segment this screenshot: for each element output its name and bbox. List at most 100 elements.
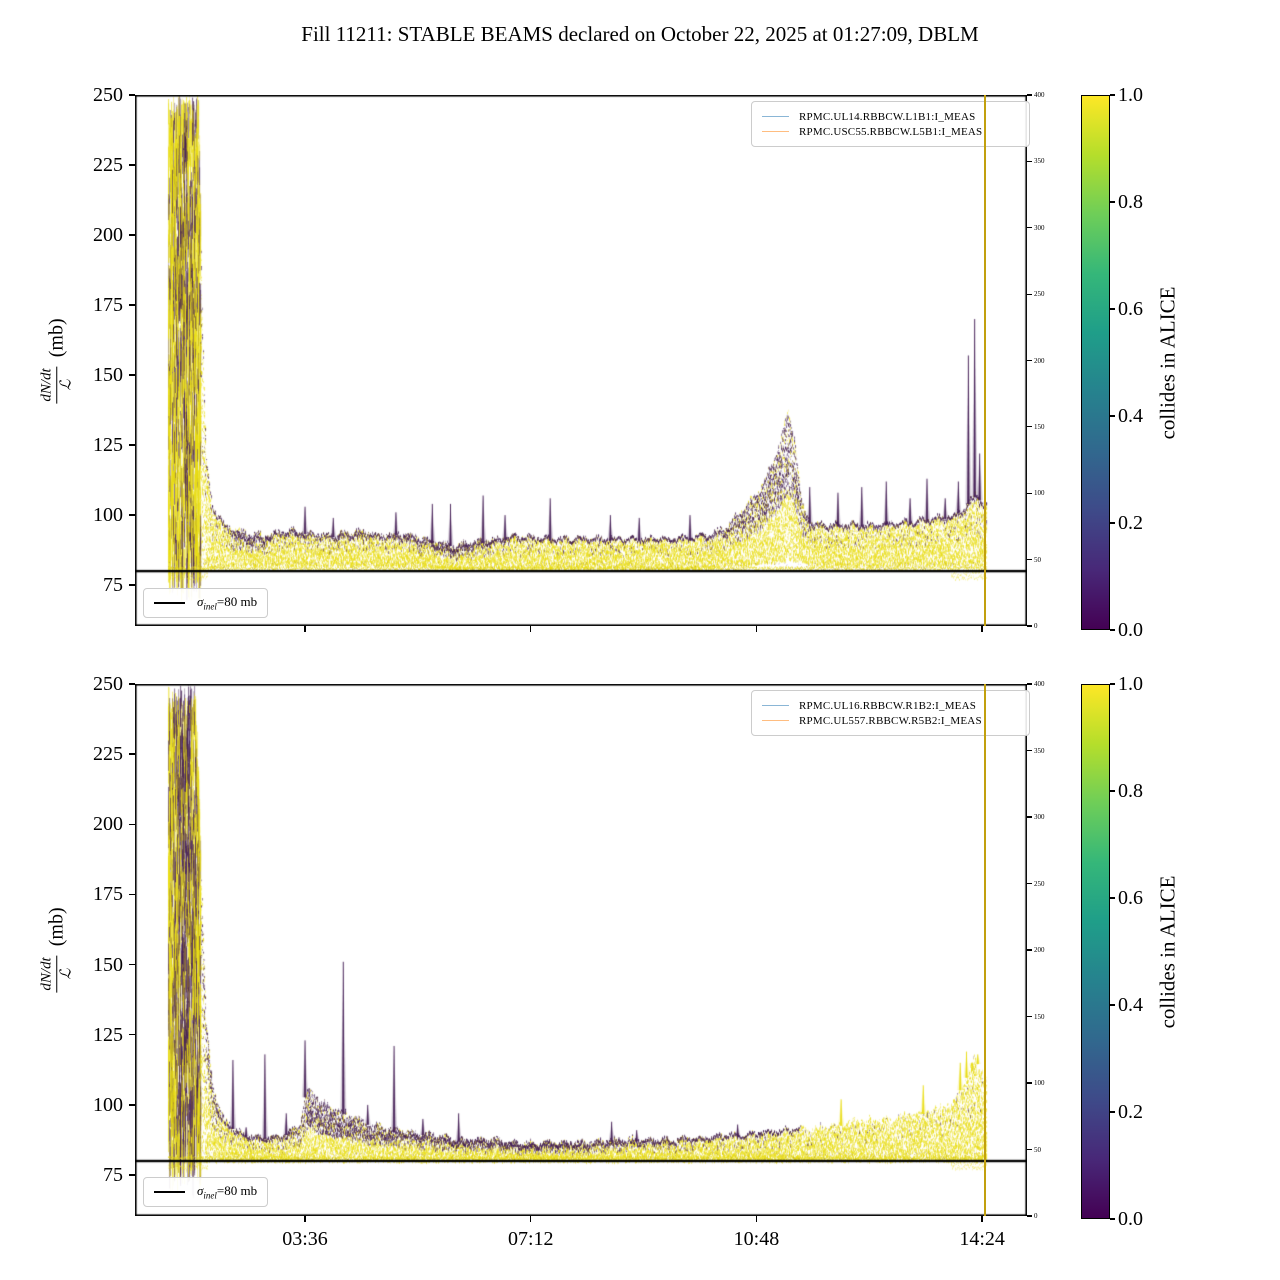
y-tick-label: 150 xyxy=(93,364,123,387)
y-tick-mark xyxy=(129,753,135,755)
y-tick-label: 100 xyxy=(93,504,123,527)
y-tick-label: 225 xyxy=(93,743,123,766)
right-axis-tick-label: 400 xyxy=(1034,680,1045,688)
sigma-line-swatch xyxy=(154,1190,185,1194)
right-axis-tick-label: 50 xyxy=(1034,555,1041,564)
y-tick-mark xyxy=(129,1174,135,1176)
colorbar-tick-label: 0.4 xyxy=(1118,405,1143,427)
right-axis-tick-label: 300 xyxy=(1034,223,1045,232)
colorbar-tick-label: 0.2 xyxy=(1118,1101,1143,1123)
y-axis-label: dN/dt ℒ (mb) xyxy=(38,907,75,993)
y-tick-label: 250 xyxy=(93,673,123,695)
colorbar-tick-mark xyxy=(1110,1004,1115,1006)
colorbar-beam1-loss-rate-over-luminosity xyxy=(1081,95,1110,630)
right-axis-tick-label: 250 xyxy=(1034,290,1045,299)
legend-label: RPMC.UL16.RBBCW.R1B2:I_MEAS xyxy=(799,699,977,712)
legend-label: RPMC.UL557.RBBCW.R5B2:I_MEAS xyxy=(799,714,982,727)
right-axis-tick-mark xyxy=(1027,749,1032,752)
right-axis-tick-mark xyxy=(1027,492,1032,494)
right-axis-tick-mark xyxy=(1027,1148,1032,1151)
y-tick-label: 125 xyxy=(93,434,123,457)
y-tick-mark xyxy=(129,444,135,446)
legend-item: RPMC.USC55.RBBCW.L5B1:I_MEAS xyxy=(762,126,1021,138)
colorbar-tick-mark xyxy=(1110,1111,1115,1113)
legend-line-swatch xyxy=(762,130,789,133)
sigma-legend-label: σinel=80 mb xyxy=(197,594,258,612)
y-tick-mark xyxy=(129,683,135,685)
x-tick-mark xyxy=(755,1216,758,1222)
x-tick-mark xyxy=(981,1216,983,1222)
y-tick-label: 225 xyxy=(93,154,123,177)
legend-line-swatch xyxy=(762,115,789,118)
colorbar-beam2-loss-rate-over-luminosity xyxy=(1081,684,1110,1219)
right-axis-tick-label: 150 xyxy=(1034,422,1045,431)
sigma-line-swatch xyxy=(154,601,185,605)
y-tick-mark xyxy=(129,164,135,166)
right-axis-tick-mark xyxy=(1027,816,1032,818)
right-axis-tick-mark xyxy=(1027,625,1032,627)
colorbar-tick-label: 0.2 xyxy=(1118,512,1143,534)
y-axis-label: dN/dt ℒ (mb) xyxy=(38,317,75,404)
x-tick-label: 03:36 xyxy=(282,1228,328,1250)
y-tick-label: 75 xyxy=(103,574,123,597)
x-tick-mark xyxy=(304,626,306,632)
colorbar-label: collides in ALICE xyxy=(1155,875,1180,1028)
colorbar-tick-mark xyxy=(1110,683,1115,685)
colorbar-tick-mark xyxy=(1110,415,1115,417)
right-axis-tick-mark xyxy=(1027,683,1032,685)
x-tick-label: 07:12 xyxy=(507,1228,554,1250)
colorbar-tick-mark xyxy=(1110,201,1115,203)
right-axis-tick-mark xyxy=(1027,559,1032,561)
right-axis-tick-mark xyxy=(1027,1082,1032,1084)
colorbar-tick-label: 0.0 xyxy=(1118,1208,1143,1230)
y-tick-label: 200 xyxy=(93,813,123,836)
x-tick-label: 10:48 xyxy=(733,1228,780,1250)
y-tick-label: 75 xyxy=(103,1164,123,1187)
axes-beam1-loss-rate-over-luminosity: RPMC.UL14.RBBCW.L1B1:I_MEAS RPMC.USC55.RB… xyxy=(135,95,1030,626)
right-axis-tick-label: 100 xyxy=(1034,489,1045,498)
right-axis-tick-label: 150 xyxy=(1034,1012,1045,1021)
x-tick-mark xyxy=(755,626,758,632)
y-tick-mark xyxy=(129,304,135,306)
y-tick-label: 175 xyxy=(93,883,123,906)
y-tick-mark xyxy=(129,94,135,96)
colorbar-tick-label: 1.0 xyxy=(1118,673,1143,695)
y-tick-label: 175 xyxy=(93,294,123,317)
y-tick-mark xyxy=(129,234,135,236)
colorbar-tick-mark xyxy=(1110,897,1115,899)
y-tick-label: 150 xyxy=(93,953,123,976)
right-axis-tick-label: 200 xyxy=(1034,356,1045,365)
right-axis-tick-label: 300 xyxy=(1034,813,1045,821)
sigma-legend-label: σinel=80 mb xyxy=(197,1183,258,1201)
y-tick-mark xyxy=(129,584,135,586)
right-axis-tick-label: 0 xyxy=(1034,622,1038,630)
legend-beam1-loss-rate-over-luminosity: RPMC.UL14.RBBCW.L1B1:I_MEAS RPMC.USC55.RB… xyxy=(751,101,1030,147)
y-tick-mark xyxy=(129,514,135,516)
colorbar-tick-label: 0.0 xyxy=(1118,619,1143,641)
right-axis-tick-mark xyxy=(1027,949,1032,951)
colorbar-tick-mark xyxy=(1110,629,1115,631)
legend-item: RPMC.UL16.RBBCW.R1B2:I_MEAS xyxy=(762,700,1021,712)
colorbar-tick-mark xyxy=(1110,790,1115,792)
y-tick-mark xyxy=(129,823,135,826)
right-axis-tick-label: 50 xyxy=(1034,1145,1041,1154)
right-axis-tick-label: 200 xyxy=(1034,946,1045,954)
legend-line-swatch xyxy=(762,704,789,707)
colorbar-tick-label: 0.8 xyxy=(1118,191,1143,213)
legend-item: RPMC.UL14.RBBCW.L1B1:I_MEAS xyxy=(762,111,1021,123)
right-axis-tick-label: 350 xyxy=(1034,746,1045,755)
sigma-legend: σinel=80 mb xyxy=(143,1177,269,1207)
sigma-legend: σinel=80 mb xyxy=(143,588,269,618)
y-tick-mark xyxy=(129,374,135,376)
y-tick-mark xyxy=(129,1104,135,1106)
x-tick-mark xyxy=(529,1216,532,1222)
end-of-fill-line xyxy=(984,95,987,626)
right-axis-tick-label: 0 xyxy=(1034,1212,1038,1220)
right-axis-tick-mark xyxy=(1027,160,1032,162)
right-axis-tick-label: 100 xyxy=(1034,1079,1045,1087)
y-tick-mark xyxy=(129,893,135,896)
right-axis-tick-label: 350 xyxy=(1034,157,1045,166)
right-axis-tick-mark xyxy=(1027,426,1032,428)
right-axis-tick-mark xyxy=(1027,1015,1032,1018)
